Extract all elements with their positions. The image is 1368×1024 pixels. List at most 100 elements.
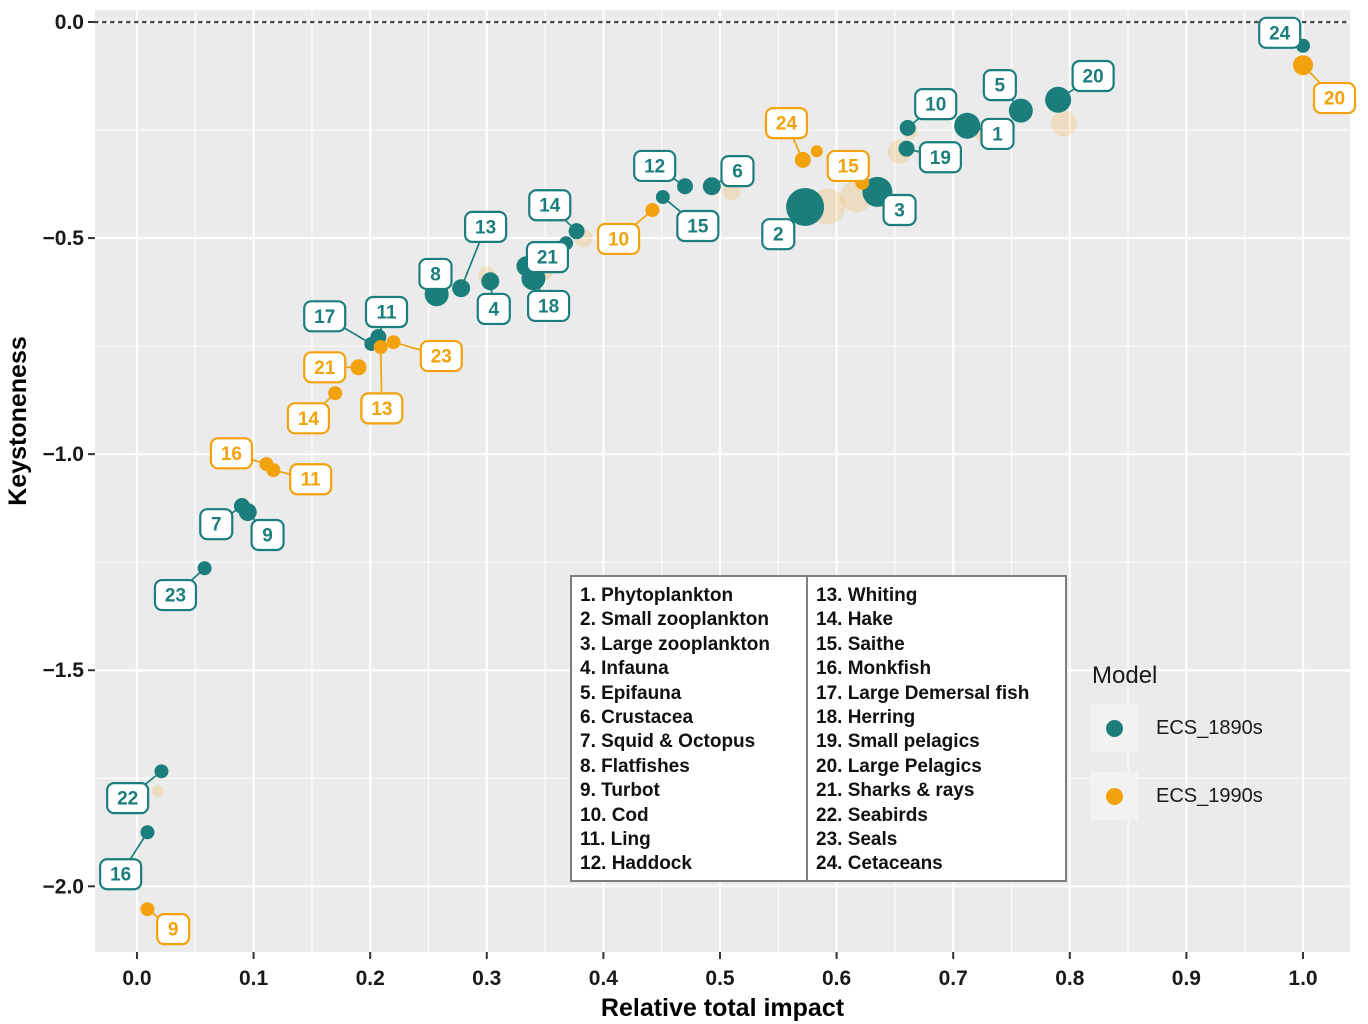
point-label-sp23: 23 xyxy=(165,586,186,607)
point-label-sp7: 7 xyxy=(211,515,222,536)
species-legend: 1. Phytoplankton 2. Small zooplankton 3. L… xyxy=(570,575,1067,882)
point-label-box-sp17 xyxy=(303,300,347,333)
species-item: 9. Turbot xyxy=(580,780,660,802)
point-label-box-sp10 xyxy=(596,222,641,256)
point-label-box-sp12 xyxy=(633,149,677,183)
point-label-box-sp9 xyxy=(250,518,285,552)
point-label-sp13: 13 xyxy=(371,399,392,420)
point-label-sp10: 10 xyxy=(608,229,629,250)
x-tick-label: 0.4 xyxy=(589,967,619,990)
point-label-box-sp21 xyxy=(525,241,570,274)
species-item: 22. Seabirds xyxy=(816,804,928,826)
species-legend-column-1: 1. Phytoplankton 2. Small zooplankton 3. L… xyxy=(572,577,808,880)
point-label-sp23: 23 xyxy=(431,347,452,368)
point-label-box-sp20 xyxy=(1312,81,1357,115)
point-label-box-sp21 xyxy=(303,351,347,384)
point-ECS_1990s xyxy=(810,145,823,158)
point-label-sp6: 6 xyxy=(732,162,743,183)
species-item: 15. Saithe xyxy=(816,633,905,655)
point-label-sp15: 15 xyxy=(687,216,709,237)
point-label-box-sp5 xyxy=(982,69,1017,102)
point-label-sp21: 21 xyxy=(314,358,336,379)
point-label-sp5: 5 xyxy=(995,76,1006,97)
point-label-sp18: 18 xyxy=(538,296,559,317)
point-label-box-sp4 xyxy=(476,292,511,326)
species-item: 14. Hake xyxy=(816,609,894,631)
x-tick-label: 0.1 xyxy=(239,967,269,990)
point-label-sp3: 3 xyxy=(894,200,905,221)
legend-entry-label: ECS_1890s xyxy=(1156,716,1263,739)
point-label-box-sp24 xyxy=(764,107,809,140)
point-label-sp10: 10 xyxy=(925,95,946,116)
point-label-box-sp23 xyxy=(419,339,463,373)
point-label-box-sp22 xyxy=(106,782,150,815)
ghost-point xyxy=(151,785,164,798)
point-label-box-sp23 xyxy=(153,578,198,612)
point-label-sp21: 21 xyxy=(537,248,559,269)
point-label-sp13: 13 xyxy=(475,217,496,238)
x-tick-label: 0.2 xyxy=(356,967,385,990)
species-item: 20. Large Pelagics xyxy=(816,755,982,777)
point-label-box-sp2 xyxy=(761,218,796,251)
point-label-box-sp15 xyxy=(676,209,720,243)
species-item: 17. Large Demersal fish xyxy=(816,682,1030,704)
species-item: 6. Crustacea xyxy=(580,707,694,729)
legend-entry-label: ECS_1990s xyxy=(1156,784,1263,807)
x-tick-label: 0.5 xyxy=(705,967,735,990)
species-item: 11. Ling xyxy=(580,829,651,851)
species-item: 13. Whiting xyxy=(816,585,918,606)
species-item: 21. Sharks & rays xyxy=(816,780,975,802)
x-tick-label: 0.7 xyxy=(939,967,968,990)
x-tick-label: 0.6 xyxy=(822,967,851,990)
species-item: 3. Large zooplankton xyxy=(580,633,771,655)
species-item: 19. Small pelagics xyxy=(816,731,980,753)
point-label-sp8: 8 xyxy=(430,264,441,285)
species-item: 4. Infauna xyxy=(580,658,669,680)
species-item: 1. Phytoplankton xyxy=(580,585,734,606)
legend-entry-ECS_1890s: ECS_1890s xyxy=(1082,704,1348,752)
point-label-box-sp16 xyxy=(209,437,254,470)
x-tick-label: 0.3 xyxy=(472,967,501,990)
point-label-sp11: 11 xyxy=(301,470,322,491)
point-label-sp14: 14 xyxy=(539,196,561,217)
legend-dot-icon xyxy=(1105,719,1123,737)
point-label-sp20: 20 xyxy=(1083,67,1104,88)
point-label-box-sp19 xyxy=(918,141,962,174)
point-label-sp16: 16 xyxy=(221,444,242,465)
point-label-sp12: 12 xyxy=(644,156,665,177)
point-label-sp16: 16 xyxy=(110,865,131,886)
point-label-box-sp15 xyxy=(826,149,870,183)
x-tick-label: 0.8 xyxy=(1055,967,1085,990)
species-item: 5. Epifauna xyxy=(580,682,682,704)
point-label-box-sp14 xyxy=(286,402,330,435)
species-item: 16. Monkfish xyxy=(816,658,932,680)
species-item: 7. Squid & Octopus xyxy=(580,731,756,753)
point-label-sp17: 17 xyxy=(314,307,335,328)
point-label-box-sp13 xyxy=(360,392,404,425)
species-item: 18. Herring xyxy=(816,707,916,729)
species-item: 12. Haddock xyxy=(580,853,692,875)
x-axis-title: Relative total impact xyxy=(601,994,845,1022)
y-tick-label: 0.0 xyxy=(55,11,84,34)
species-item: 24. Cetaceans xyxy=(816,853,943,875)
point-label-sp15: 15 xyxy=(838,156,860,177)
point-label-sp9: 9 xyxy=(262,525,273,546)
point-label-box-sp24 xyxy=(1258,16,1302,49)
legend-key xyxy=(1090,704,1138,752)
y-tick-label: −0.5 xyxy=(43,227,85,250)
point-label-sp24: 24 xyxy=(1269,23,1291,44)
ghost-point xyxy=(1050,110,1077,137)
x-tick-label: 0.0 xyxy=(122,967,151,990)
point-label-sp2: 2 xyxy=(773,225,784,246)
legend-entry-ECS_1990s: ECS_1990s xyxy=(1082,772,1348,820)
point-label-box-sp13 xyxy=(464,210,508,243)
y-tick-label: −1.5 xyxy=(43,659,85,682)
x-tick-label: 0.9 xyxy=(1172,967,1201,990)
point-label-sp14: 14 xyxy=(298,409,320,430)
species-legend-column-2: 13. Whiting 14. Hake 15. Saithe 16. Monkfis… xyxy=(808,577,1065,880)
model-legend-title: Model xyxy=(1092,662,1158,689)
point-label-sp11: 11 xyxy=(376,302,397,323)
species-item: 23. Seals xyxy=(816,829,898,851)
legend-key xyxy=(1090,772,1138,820)
